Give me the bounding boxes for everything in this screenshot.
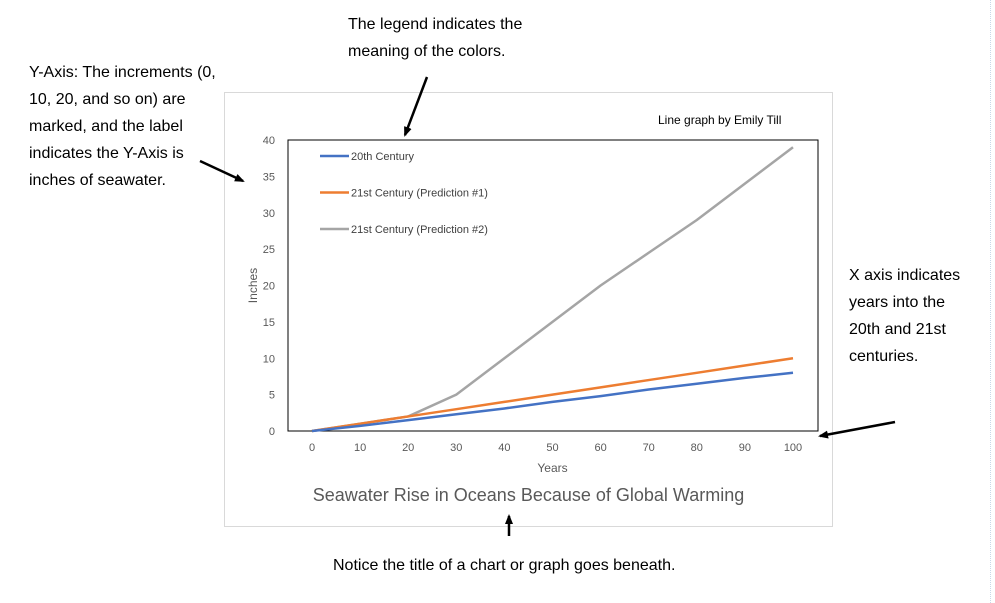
x-tick-label: 0 <box>309 442 315 454</box>
title-annotation: Notice the title of a chart or graph goe… <box>333 557 676 574</box>
y-tick-label: 35 <box>263 171 275 183</box>
y-tick-label: 0 <box>269 426 275 438</box>
chart-frame <box>224 92 833 527</box>
y-tick-label: 30 <box>263 208 275 220</box>
series-line-2 <box>311 357 794 433</box>
chart-credit: Line graph by Emily Till <box>658 113 782 127</box>
page-edge-divider <box>990 0 994 603</box>
legend-pointer-arrow <box>403 76 429 137</box>
x-tick-label: 10 <box>354 442 366 454</box>
x-tick-label: 30 <box>450 442 462 454</box>
y-tick-label: 15 <box>263 317 275 329</box>
x-tick-label: 90 <box>739 442 751 454</box>
y-tick-label: 25 <box>263 244 275 256</box>
y-axis-label: Inches <box>246 268 260 303</box>
legend-label-3: 21st Century (Prediction #2) <box>351 224 488 236</box>
x-tick-label: 40 <box>498 442 510 454</box>
y-tick-label: 5 <box>269 390 275 402</box>
x-tick-label: 50 <box>546 442 558 454</box>
y-tick-label: 40 <box>263 135 275 147</box>
x-axis-pointer-arrow <box>818 420 896 439</box>
x-tick-label: 60 <box>594 442 606 454</box>
y-tick-label: 10 <box>263 353 275 365</box>
y-axis-pointer-arrow <box>199 159 245 183</box>
x-tick-label: 70 <box>643 442 655 454</box>
x-tick-label: 80 <box>691 442 703 454</box>
x-tick-label: 20 <box>402 442 414 454</box>
x-tick-label: 100 <box>784 442 802 454</box>
legend-label-2: 21st Century (Prediction #1) <box>351 188 488 200</box>
y-tick-label: 20 <box>263 281 275 293</box>
series-line-1 <box>311 371 794 433</box>
legend-label-1: 20th Century <box>351 151 414 163</box>
x-axis-annotation: X axis indicates years into the 20th and… <box>849 267 961 365</box>
x-axis-label: Years <box>537 461 567 475</box>
plot-area-border <box>287 139 819 432</box>
chart-title: Seawater Rise in Oceans Because of Globa… <box>312 485 745 505</box>
y-axis-annotation: Y-Axis: The increments (0, 10, 20, and s… <box>29 64 216 189</box>
legend-annotation: The legend indicates the meaning of the … <box>348 16 523 60</box>
